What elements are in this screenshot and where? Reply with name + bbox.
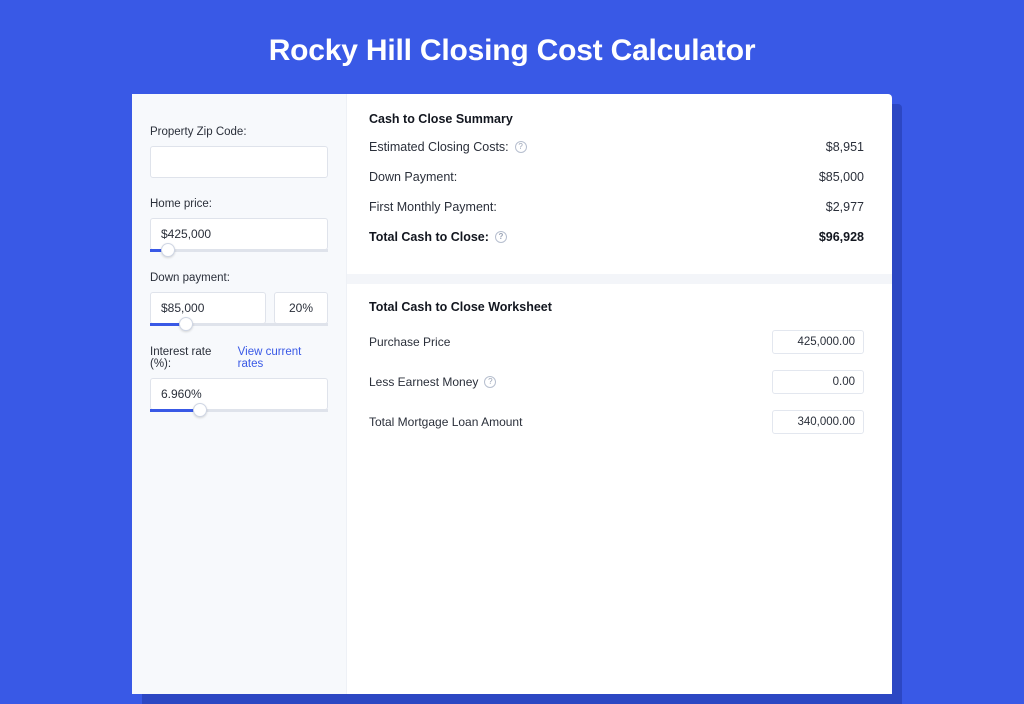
summary-row-value: $85,000	[819, 170, 864, 184]
summary-row-label: First Monthly Payment:	[369, 200, 497, 214]
interest-label: Interest rate (%):	[150, 346, 234, 370]
results-panel: Cash to Close Summary Estimated Closing …	[347, 94, 892, 694]
summary-row: Estimated Closing Costs:? $8,951	[369, 140, 864, 154]
worksheet-row: Less Earnest Money?	[369, 370, 864, 394]
interest-slider[interactable]	[150, 409, 328, 412]
summary-section: Cash to Close Summary Estimated Closing …	[347, 112, 892, 274]
help-icon[interactable]: ?	[495, 231, 507, 243]
zip-label: Property Zip Code:	[150, 126, 328, 138]
interest-slider-thumb[interactable]	[193, 403, 207, 417]
worksheet-section: Total Cash to Close Worksheet Purchase P…	[347, 274, 892, 434]
zip-input[interactable]	[150, 146, 328, 178]
worksheet-row-label: Total Mortgage Loan Amount	[369, 415, 522, 429]
summary-total-row: Total Cash to Close: ? $96,928	[369, 230, 864, 244]
calculator-panel: Property Zip Code: Home price: Down paym…	[132, 94, 892, 694]
worksheet-value-input[interactable]	[772, 330, 864, 354]
summary-row: First Monthly Payment: $2,977	[369, 200, 864, 214]
help-icon[interactable]: ?	[484, 376, 496, 388]
summary-row-label: Estimated Closing Costs:	[369, 140, 509, 154]
home-price-field: Home price:	[150, 198, 328, 252]
down-payment-label: Down payment:	[150, 272, 328, 284]
worksheet-row: Purchase Price	[369, 330, 864, 354]
page-title: Rocky Hill Closing Cost Calculator	[0, 34, 1024, 68]
summary-total-value: $96,928	[819, 230, 864, 244]
worksheet-row-label: Purchase Price	[369, 335, 450, 349]
home-price-slider[interactable]	[150, 249, 328, 252]
worksheet-row: Total Mortgage Loan Amount	[369, 410, 864, 434]
zip-field: Property Zip Code:	[150, 126, 328, 178]
down-payment-input[interactable]	[150, 292, 266, 324]
worksheet-value-input[interactable]	[772, 410, 864, 434]
interest-field: Interest rate (%): View current rates	[150, 346, 328, 412]
summary-total-label: Total Cash to Close:	[369, 230, 489, 244]
worksheet-heading: Total Cash to Close Worksheet	[369, 300, 864, 314]
inputs-panel: Property Zip Code: Home price: Down paym…	[132, 94, 347, 694]
summary-heading: Cash to Close Summary	[369, 112, 864, 126]
summary-row-value: $8,951	[826, 140, 864, 154]
home-price-slider-thumb[interactable]	[161, 243, 175, 257]
summary-row-label: Down Payment:	[369, 170, 457, 184]
calculator-container: Property Zip Code: Home price: Down paym…	[132, 94, 892, 694]
summary-row: Down Payment: $85,000	[369, 170, 864, 184]
worksheet-value-input[interactable]	[772, 370, 864, 394]
home-price-input[interactable]	[150, 218, 328, 250]
help-icon[interactable]: ?	[515, 141, 527, 153]
interest-input[interactable]	[150, 378, 328, 410]
home-price-label: Home price:	[150, 198, 328, 210]
summary-row-value: $2,977	[826, 200, 864, 214]
down-payment-slider[interactable]	[150, 323, 328, 326]
down-payment-slider-thumb[interactable]	[179, 317, 193, 331]
view-rates-link[interactable]: View current rates	[238, 346, 328, 370]
down-payment-field: Down payment:	[150, 272, 328, 326]
worksheet-row-label: Less Earnest Money	[369, 375, 478, 389]
hero: Rocky Hill Closing Cost Calculator	[0, 0, 1024, 68]
down-payment-pct-input[interactable]	[274, 292, 328, 324]
